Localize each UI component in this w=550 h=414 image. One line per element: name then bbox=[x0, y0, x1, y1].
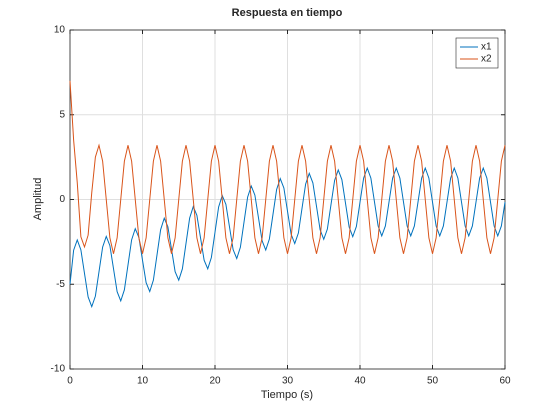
x-tick-label: 30 bbox=[282, 376, 294, 387]
y-tick-label: 10 bbox=[54, 25, 66, 36]
x-tick-label: 10 bbox=[137, 376, 149, 387]
y-tick-label: -5 bbox=[56, 279, 65, 290]
legend-label: x1 bbox=[481, 42, 492, 53]
series-line bbox=[69, 80, 506, 254]
x-tick-label: 50 bbox=[427, 376, 439, 387]
x-tick-label: 0 bbox=[67, 376, 73, 387]
legend-label: x2 bbox=[481, 54, 492, 65]
chart-title: Respuesta en tiempo bbox=[232, 7, 343, 19]
x-tick-label: 60 bbox=[499, 376, 511, 387]
series-line bbox=[69, 166, 506, 309]
legend-box bbox=[455, 37, 499, 69]
x-axis-label: Tiempo (s) bbox=[261, 389, 313, 401]
x-tick-label: 20 bbox=[209, 376, 221, 387]
y-tick-label: 0 bbox=[59, 194, 65, 205]
x-tick-label: 40 bbox=[354, 376, 366, 387]
y-tick-label: -10 bbox=[51, 364, 66, 375]
y-tick-label: 5 bbox=[59, 109, 65, 120]
y-axis-label: Amplitud bbox=[32, 178, 44, 221]
